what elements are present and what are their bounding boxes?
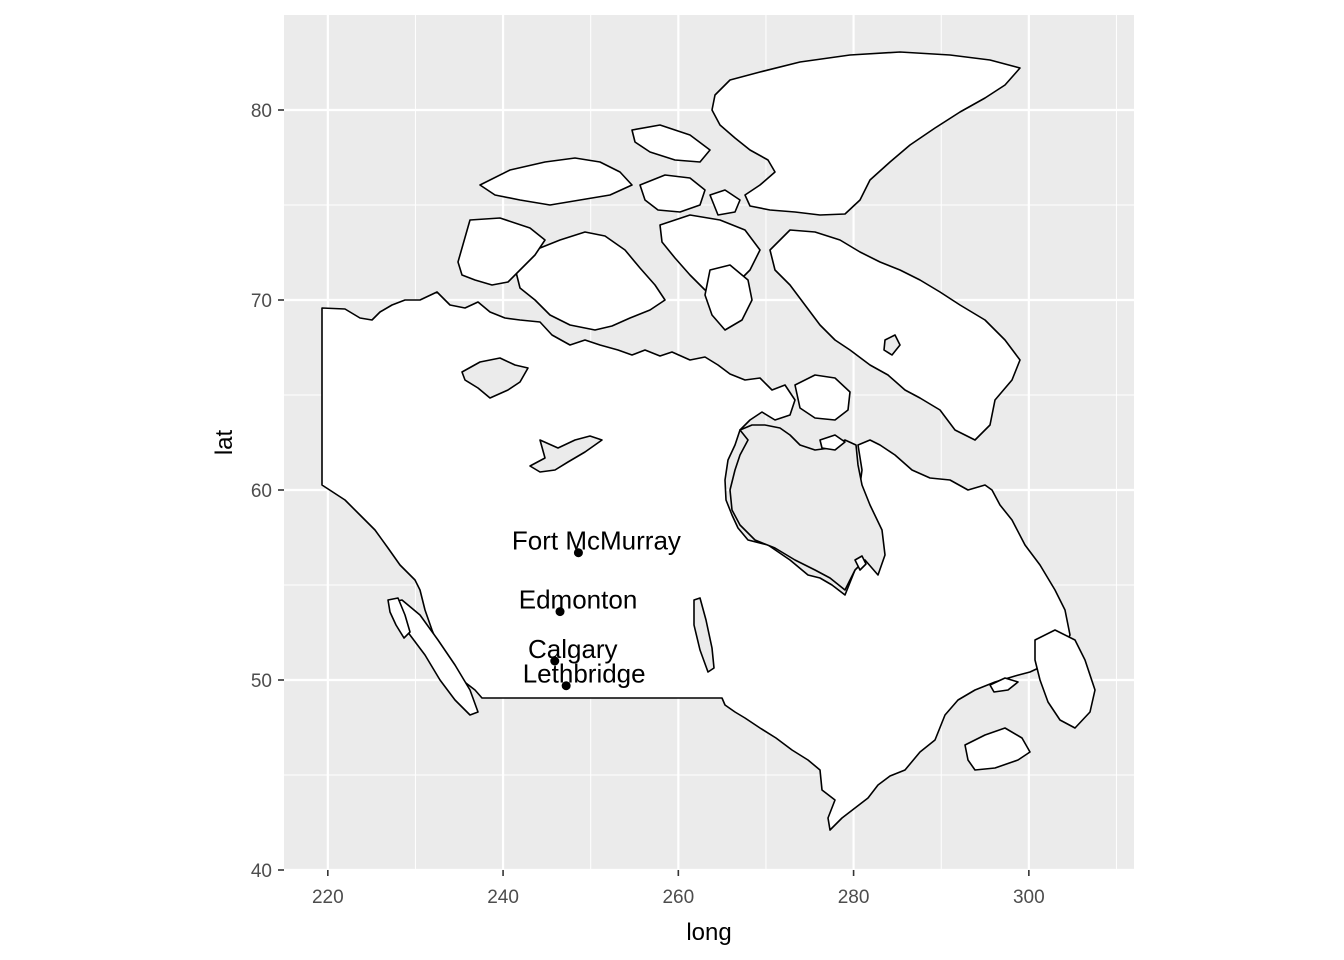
y-tick-label: 70 — [251, 291, 272, 312]
y-tick-label: 80 — [251, 101, 272, 122]
canada-outline — [321, 51, 1096, 831]
city-label: Edmonton — [519, 585, 638, 615]
coats-island — [819, 434, 846, 451]
arctic-island-1 — [479, 157, 633, 206]
victoria-island — [514, 231, 666, 331]
arctic-island-6 — [709, 189, 741, 216]
vancouver-island — [391, 599, 479, 716]
y-axis-title: lat — [211, 430, 238, 456]
lake-great-bear — [461, 357, 529, 399]
ellesmere-island — [711, 51, 1021, 216]
x-axis-title: long — [686, 919, 731, 946]
city-point — [550, 656, 560, 666]
city-point — [561, 681, 571, 691]
city-point — [555, 607, 565, 617]
city-label: Calgary — [528, 634, 618, 664]
arctic-island-5 — [704, 264, 753, 331]
city-point — [573, 548, 583, 558]
x-tick-label: 240 — [487, 887, 519, 908]
akimiski-island — [883, 334, 901, 356]
newfoundland — [1034, 629, 1096, 729]
x-tick-label: 280 — [838, 887, 870, 908]
banks-island — [457, 217, 546, 286]
y-tick-label: 40 — [251, 861, 272, 882]
haida-gwaii — [387, 597, 411, 639]
y-tick-label: 50 — [251, 671, 272, 692]
southampton-island — [794, 374, 851, 421]
y-tick-label: 60 — [251, 481, 272, 502]
hudson-bay — [729, 424, 886, 591]
arctic-island-2 — [639, 174, 706, 213]
lake-great-slave — [529, 435, 603, 473]
x-tick-label: 260 — [662, 887, 694, 908]
city-label: Lethbridge — [523, 659, 646, 689]
island-lake-winnipeg — [693, 597, 715, 673]
nova-scotia — [964, 727, 1031, 771]
y-axis-ticks: 40 50 60 70 80 — [251, 101, 284, 882]
mainland-outline — [321, 291, 1071, 831]
city-label: Fort McMurray — [512, 526, 681, 556]
x-axis-ticks: 220 240 260 280 300 — [312, 870, 1045, 908]
x-tick-label: 300 — [1013, 887, 1045, 908]
city-points — [550, 548, 583, 691]
x-tick-label: 220 — [312, 887, 344, 908]
belcher-islands — [854, 555, 867, 571]
anticosti-island — [989, 677, 1019, 693]
arctic-island-3 — [631, 124, 711, 163]
